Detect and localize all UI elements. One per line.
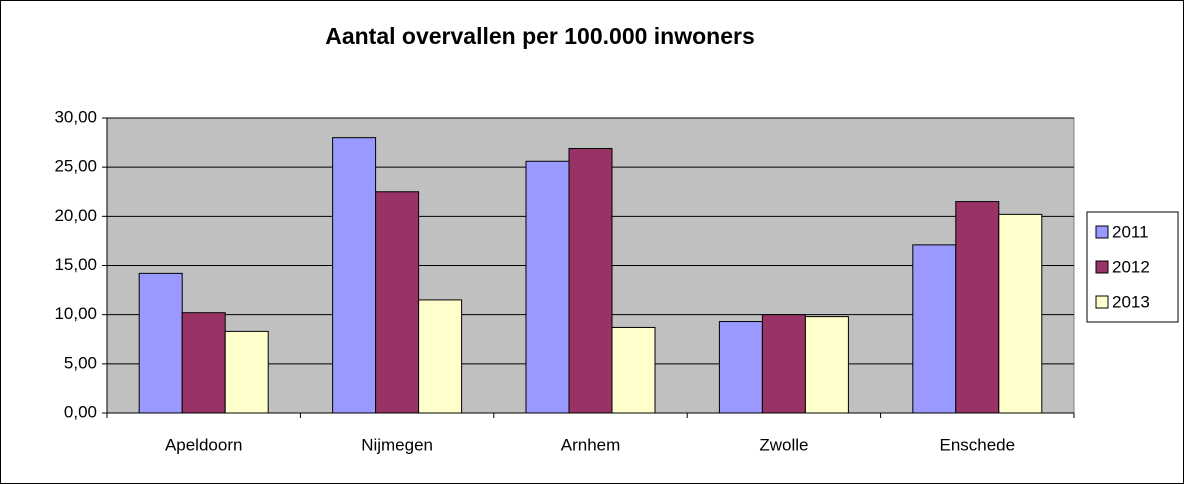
legend-swatch <box>1095 295 1109 309</box>
bar <box>761 314 806 414</box>
y-tick-label: 5,00 <box>64 353 97 372</box>
bar <box>568 147 613 414</box>
x-tick-label: Nijmegen <box>361 435 433 454</box>
bar <box>611 326 656 414</box>
legend-swatch <box>1095 260 1109 274</box>
bar <box>181 312 226 414</box>
bar <box>525 160 570 414</box>
legend-label: 2011 <box>1112 222 1149 241</box>
bar <box>804 316 849 414</box>
bar <box>912 244 957 414</box>
x-tick-label: Apeldoorn <box>165 435 243 454</box>
bar <box>998 213 1043 414</box>
bar <box>955 201 1000 414</box>
chart-title: Aantal overvallen per 100.000 inwoners <box>325 23 755 49</box>
bar <box>718 321 763 414</box>
bar <box>375 191 420 414</box>
bar <box>418 299 463 414</box>
y-tick-label: 0,00 <box>64 402 97 421</box>
y-tick-label: 20,00 <box>54 206 97 225</box>
legend-label: 2012 <box>1112 257 1150 276</box>
legend-swatch <box>1095 225 1109 239</box>
bar <box>332 137 377 414</box>
bar <box>224 330 269 414</box>
legend-label: 2013 <box>1112 292 1150 311</box>
y-tick-label: 25,00 <box>54 157 97 176</box>
bar <box>138 272 183 414</box>
x-tick-label: Enschede <box>939 435 1015 454</box>
y-tick-label: 15,00 <box>54 255 97 274</box>
x-tick-label: Zwolle <box>759 435 808 454</box>
y-tick-label: 10,00 <box>54 304 97 323</box>
y-tick-label: 30,00 <box>54 107 97 126</box>
x-tick-label: Arnhem <box>561 435 621 454</box>
